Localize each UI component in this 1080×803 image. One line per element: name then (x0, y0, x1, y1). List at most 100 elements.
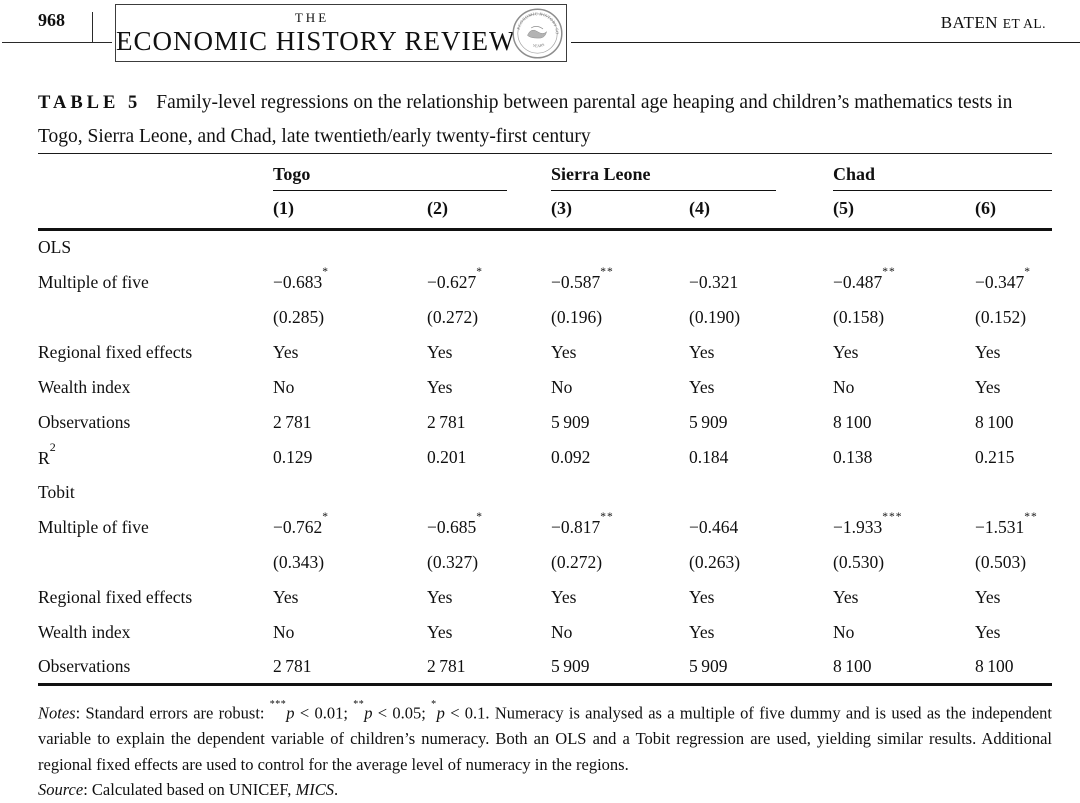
value-cell: (0.327) (427, 551, 479, 572)
value-cell: 8 100 (975, 411, 1014, 432)
table-body: OLS Multiple of five −0.683* −0.627* −0.587*… (38, 230, 1052, 685)
value-cell: No (273, 621, 295, 642)
value-cell: 5 909 (551, 411, 590, 432)
section-title: OLS (38, 237, 72, 258)
section-title: Tobit (38, 481, 75, 502)
table-head: Togo Sierra Leone Chad (1) (2) (3) (4) (… (38, 154, 1053, 231)
table-row: (0.285) (0.272) (0.196) (0.190) (0.158) (0.15… (38, 300, 1052, 335)
value-cell: No (551, 621, 573, 642)
source-label: Source (38, 780, 84, 799)
group-header-togo: Togo (273, 154, 551, 191)
value-cell: (0.190) (689, 306, 741, 327)
row-label: Multiple of five (38, 516, 149, 537)
group-header-chad: Chad (833, 154, 1053, 191)
value-cell: −0.683* (273, 265, 329, 292)
value-cell: Yes (427, 341, 453, 362)
table-row: Regional fixed effects Yes Yes Yes Yes Yes Yes (38, 335, 1052, 370)
significance-stars: * (1024, 265, 1032, 278)
value-cell: −0.464 (689, 516, 739, 537)
value-cell: −0.685* (427, 510, 483, 537)
row-label: Observations (38, 411, 131, 432)
value-cell: −0.587** (551, 265, 614, 292)
value-cell: Yes (975, 376, 1001, 397)
author-etal: ET AL. (1002, 16, 1046, 31)
stub-header (38, 191, 273, 231)
value-cell: (0.272) (551, 551, 603, 572)
sig-stars: * (431, 699, 437, 710)
value-cell: No (833, 376, 855, 397)
value-cell: No (833, 621, 855, 642)
value-cell: 8 100 (975, 655, 1014, 676)
value-cell: 0.184 (689, 446, 729, 467)
table-notes: Notes: Standard errors are robust: ***p … (38, 699, 1053, 774)
column-header: (1) (273, 191, 427, 231)
table-row: Observations 2 781 2 781 5 909 5 909 8 100 8 1… (38, 405, 1052, 440)
value-cell: 5 909 (689, 655, 728, 676)
value-cell: 0.215 (975, 446, 1015, 467)
significance-stars: ** (600, 265, 614, 278)
significance-stars: ** (1024, 510, 1038, 523)
significance-stars: * (322, 510, 329, 523)
column-header: (2) (427, 191, 552, 231)
significance-stars: * (476, 265, 483, 278)
source-dataset: MICS (295, 780, 334, 799)
value-cell: Yes (427, 621, 453, 642)
row-label: R2 (38, 439, 56, 468)
value-cell: 0.138 (833, 446, 873, 467)
significance-stars: * (322, 265, 329, 278)
value-cell: Yes (273, 341, 299, 362)
value-cell: (0.152) (975, 306, 1027, 327)
column-header: (4) (689, 191, 834, 231)
value-cell: 2 781 (273, 411, 312, 432)
journal-title: ECONOMIC HISTORY REVIEW (116, 26, 516, 56)
section-row: OLS (38, 230, 1052, 265)
folio-rule (2, 42, 112, 43)
row-label: Regional fixed effects (38, 586, 193, 607)
value-cell: Yes (427, 586, 453, 607)
journal-the: THE (294, 10, 330, 25)
value-cell: Yes (975, 341, 1001, 362)
table-caption: TABLE 5 Family-level regressions on the r… (38, 86, 1033, 153)
row-label: Regional fixed effects (38, 341, 193, 362)
folio-divider (92, 12, 93, 42)
column-header: (5) (833, 191, 976, 231)
table-row: Wealth index No Yes No Yes No Yes (38, 615, 1052, 650)
svg-text:YEARS: YEARS (532, 43, 545, 49)
running-head-rule (571, 42, 1080, 43)
stub-header (38, 154, 273, 192)
running-author: BATEN ET AL. (941, 13, 1046, 33)
journal-masthead: THE ECONOMIC HISTORY REVIEW ECONOMIC HIS… (115, 4, 567, 62)
significance-stars: * (476, 510, 483, 523)
value-cell: Yes (833, 586, 859, 607)
value-cell: 8 100 (833, 655, 872, 676)
value-cell: Yes (975, 586, 1001, 607)
value-cell: −0.321 (689, 271, 739, 292)
table-row: Multiple of five −0.683* −0.627* −0.587** −0… (38, 265, 1052, 300)
sig-stars: *** (269, 699, 287, 710)
value-cell: −0.627* (427, 265, 483, 292)
value-cell: 2 781 (273, 655, 312, 676)
table-source: Source: Calculated based on UNICEF, MICS… (38, 780, 339, 799)
value-cell: −0.817** (551, 510, 614, 537)
table-row: Observations 2 781 2 781 5 909 5 909 8 100 8 1… (38, 650, 1052, 685)
value-cell: 0.201 (427, 446, 467, 467)
value-cell: Yes (833, 341, 859, 362)
value-cell: Yes (689, 621, 715, 642)
country-group-row: Togo Sierra Leone Chad (38, 154, 1053, 192)
running-header: 968 THE ECONOMIC HISTORY REVIEW ECONOMIC… (0, 0, 1080, 66)
value-cell: −0.347* (975, 265, 1032, 292)
page-number: 968 (38, 10, 65, 30)
group-header-sierra-leone: Sierra Leone (551, 154, 833, 191)
value-cell: (0.158) (833, 306, 885, 327)
row-label: Multiple of five (38, 271, 149, 292)
value-cell: No (273, 376, 295, 397)
column-header: (3) (551, 191, 690, 231)
value-cell: (0.196) (551, 306, 603, 327)
value-cell: (0.285) (273, 306, 325, 327)
value-cell: 5 909 (551, 655, 590, 676)
notes-body: Numeracy is analysed as a multiple of fi… (38, 703, 1053, 774)
regression-table: Togo Sierra Leone Chad (1) (2) (3) (4) (… (38, 153, 1053, 686)
value-cell: Yes (975, 621, 1001, 642)
value-cell: Yes (273, 586, 299, 607)
